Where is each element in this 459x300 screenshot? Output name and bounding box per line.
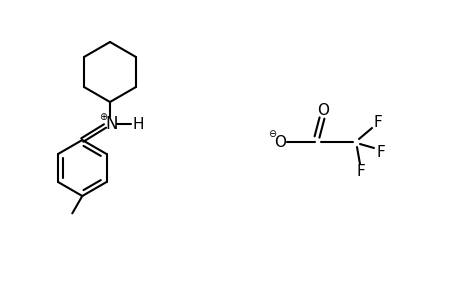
Text: O: O	[274, 134, 285, 149]
Text: N: N	[106, 115, 118, 133]
Text: ⊕: ⊕	[99, 112, 107, 122]
Text: F: F	[373, 115, 381, 130]
Text: F: F	[376, 145, 385, 160]
Text: H: H	[132, 116, 143, 131]
Text: F: F	[356, 164, 364, 179]
Text: ⊖: ⊖	[267, 129, 275, 139]
Text: O: O	[316, 103, 328, 118]
